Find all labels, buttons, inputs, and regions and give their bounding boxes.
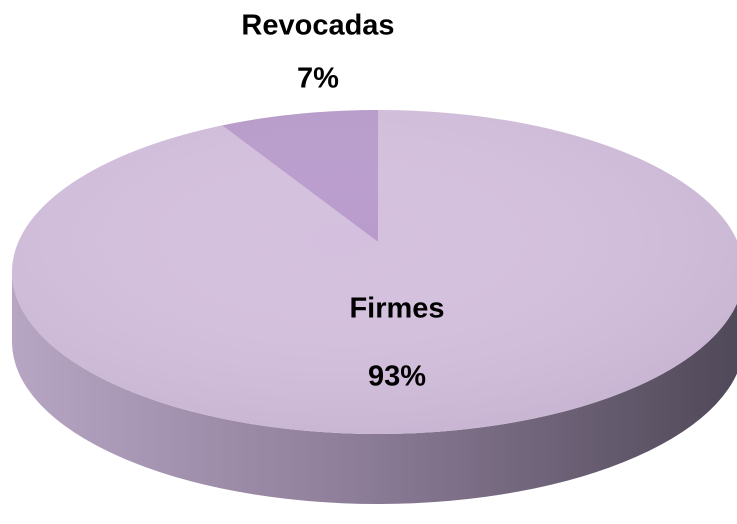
slice-value-label: 7% — [297, 63, 339, 95]
pie-side — [12, 272, 737, 504]
slice-label: Revocadas — [241, 10, 394, 42]
slice-value-label: 93% — [368, 361, 426, 393]
slice-label: Firmes — [349, 293, 444, 325]
